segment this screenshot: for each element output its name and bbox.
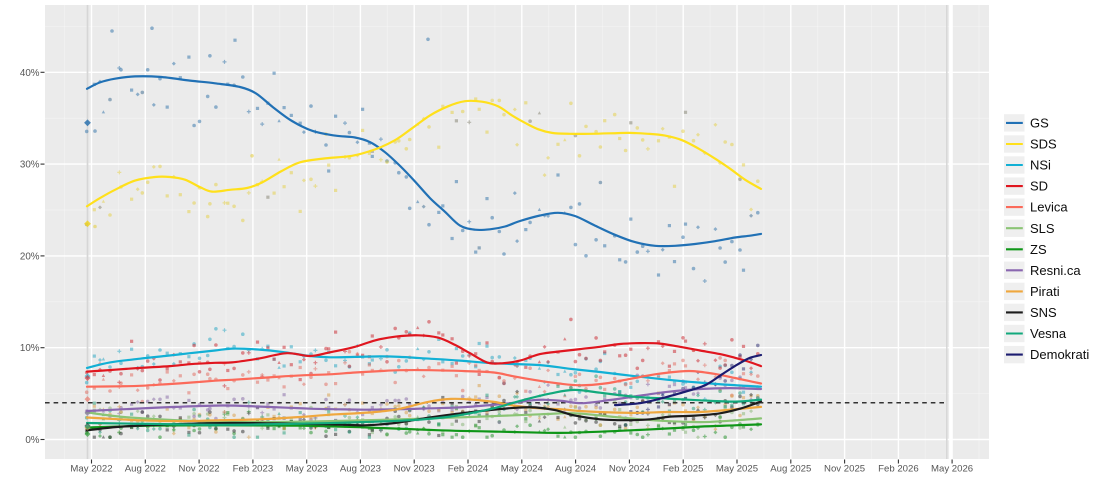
svg-text:SLS: SLS <box>1030 221 1055 236</box>
svg-text:May 2025: May 2025 <box>716 464 758 475</box>
svg-text:May 2022: May 2022 <box>70 464 112 475</box>
svg-text:May 2026: May 2026 <box>931 464 973 475</box>
svg-text:Demokrati: Demokrati <box>1030 347 1089 362</box>
svg-text:Nov 2024: Nov 2024 <box>609 464 651 475</box>
svg-text:Feb 2025: Feb 2025 <box>663 464 704 475</box>
svg-text:30%: 30% <box>20 160 40 171</box>
svg-text:Nov 2023: Nov 2023 <box>394 464 435 475</box>
svg-text:10%: 10% <box>20 343 40 354</box>
svg-text:Feb 2023: Feb 2023 <box>233 464 274 475</box>
svg-text:Aug 2022: Aug 2022 <box>125 464 166 475</box>
svg-text:Nov 2022: Nov 2022 <box>179 464 220 475</box>
svg-text:SDS: SDS <box>1030 137 1057 152</box>
svg-text:SD: SD <box>1030 179 1048 194</box>
svg-text:Vesna: Vesna <box>1030 326 1067 341</box>
svg-text:Aug 2023: Aug 2023 <box>340 464 381 475</box>
svg-text:GS: GS <box>1030 116 1049 131</box>
svg-text:Feb 2024: Feb 2024 <box>448 464 489 475</box>
svg-text:Resni.ca: Resni.ca <box>1030 263 1081 278</box>
svg-text:0%: 0% <box>25 435 39 446</box>
svg-text:Feb 2026: Feb 2026 <box>878 464 919 475</box>
svg-text:ZS: ZS <box>1030 242 1047 257</box>
svg-text:Nov 2025: Nov 2025 <box>824 464 865 475</box>
svg-text:40%: 40% <box>20 68 40 79</box>
svg-text:May 2023: May 2023 <box>286 464 328 475</box>
svg-text:Aug 2024: Aug 2024 <box>555 464 597 475</box>
svg-text:20%: 20% <box>20 251 40 262</box>
svg-text:Pirati: Pirati <box>1030 284 1060 299</box>
svg-text:Aug 2025: Aug 2025 <box>770 464 811 475</box>
svg-text:SNS: SNS <box>1030 305 1057 320</box>
svg-text:Levica: Levica <box>1030 200 1068 215</box>
svg-text:May 2024: May 2024 <box>501 464 544 475</box>
svg-text:NSi: NSi <box>1030 158 1051 173</box>
